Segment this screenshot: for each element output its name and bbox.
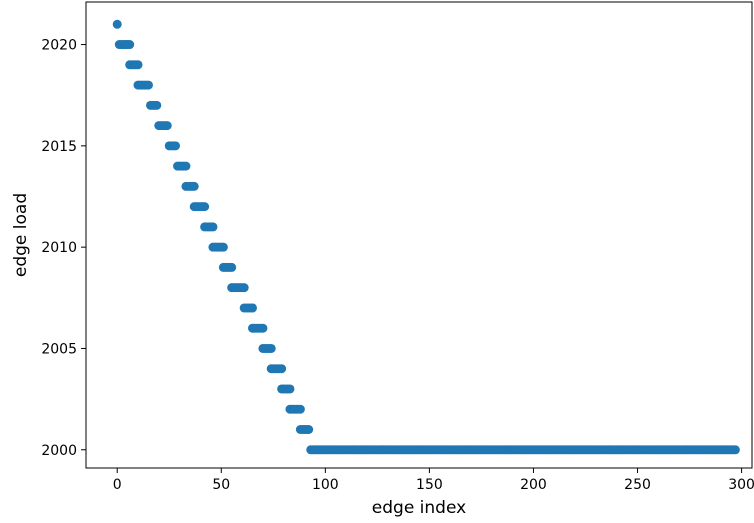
- y-tick-label: 2015: [41, 139, 77, 155]
- data-point: [285, 384, 295, 394]
- x-tick-label: 50: [212, 477, 230, 493]
- x-tick-label: 200: [520, 477, 547, 493]
- y-tick-label: 2010: [41, 240, 77, 256]
- y-axis-label: edge load: [11, 193, 31, 277]
- data-point: [258, 323, 268, 333]
- data-point: [170, 141, 180, 151]
- data-point: [730, 445, 740, 455]
- data-point: [200, 202, 210, 212]
- x-tick-label: 250: [624, 477, 651, 493]
- data-point: [143, 80, 153, 90]
- data-point: [162, 121, 172, 131]
- x-tick-label: 0: [113, 477, 122, 493]
- data-point: [152, 100, 162, 110]
- x-tick-label: 300: [728, 477, 754, 493]
- data-point: [218, 242, 228, 252]
- data-point: [133, 60, 143, 70]
- data-points: [112, 19, 740, 455]
- data-point: [266, 343, 276, 353]
- y-tick-label: 2020: [41, 38, 77, 54]
- plot-area: [85, 1, 753, 469]
- data-point: [227, 262, 237, 272]
- data-point: [304, 425, 314, 434]
- x-axis: 0 50 100 150 200 250 300: [113, 468, 754, 493]
- y-axis: 2000 2005 2010 2015 2020: [41, 38, 86, 459]
- data-point: [125, 40, 135, 50]
- data-point: [112, 19, 122, 29]
- data-point: [189, 181, 199, 191]
- y-tick-label: 2005: [41, 341, 77, 357]
- x-axis-label: edge index: [372, 498, 466, 518]
- data-point: [239, 283, 249, 293]
- data-point: [181, 161, 191, 171]
- y-tick-label: 2000: [41, 443, 77, 459]
- data-point: [295, 404, 305, 414]
- data-point: [248, 303, 257, 313]
- x-tick-label: 150: [416, 477, 443, 493]
- data-point: [208, 222, 218, 232]
- data-point: [277, 364, 287, 374]
- x-tick-label: 100: [312, 477, 339, 493]
